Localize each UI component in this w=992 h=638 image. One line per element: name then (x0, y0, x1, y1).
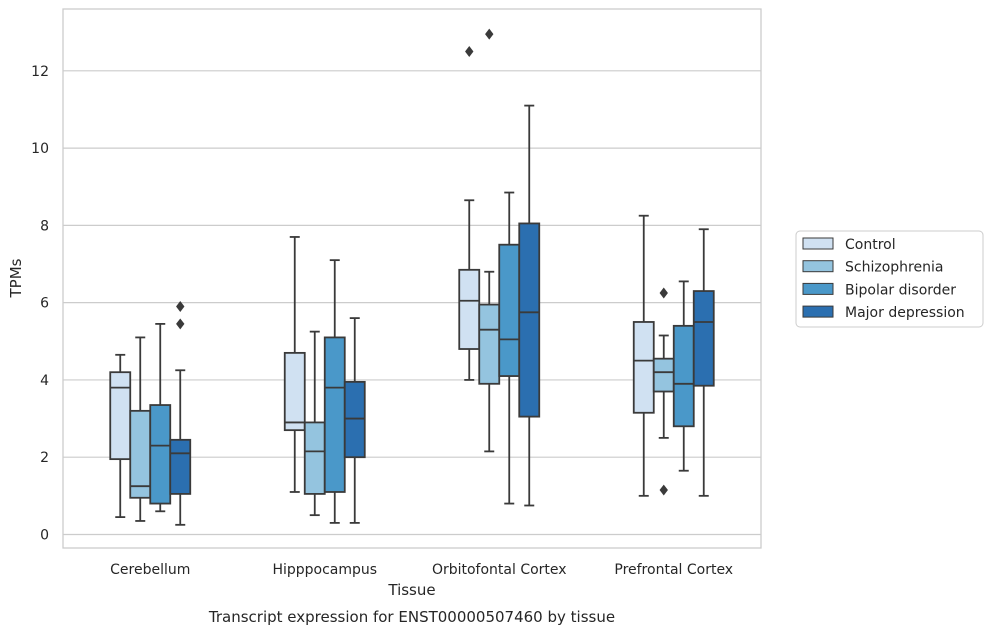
box-iqr (343, 380, 366, 459)
legend-swatch (802, 305, 834, 318)
box (149, 322, 172, 513)
box-iqr (672, 324, 695, 428)
legend-label: Schizophrenia (845, 260, 943, 276)
box-iqr (169, 438, 192, 495)
outlier-point (485, 28, 494, 40)
legend-item: Schizophrenia (802, 260, 943, 276)
y-tick-label: 6 (40, 296, 49, 312)
outlier-point (176, 318, 185, 330)
box (343, 317, 366, 524)
legend-label: Bipolar disorder (845, 282, 956, 298)
box-iqr (458, 268, 481, 350)
y-tick-label: 8 (40, 218, 49, 234)
legend-item: Bipolar disorder (802, 282, 956, 298)
box (323, 259, 346, 524)
box-iqr (283, 351, 306, 432)
legend: Control Schizophrenia Bipolar disorder Majo… (795, 230, 984, 328)
box (652, 287, 675, 496)
legend-item: Major depression (802, 305, 965, 321)
outlier-point (465, 46, 474, 57)
x-tick-label: Hipppocampus (272, 562, 377, 578)
box-iqr (632, 321, 655, 414)
box (283, 236, 306, 493)
box (478, 28, 501, 453)
legend-swatch (802, 237, 834, 250)
x-tick-label: Orbitofontal Cortex (432, 562, 567, 578)
y-axis-label: TPMs (7, 258, 25, 298)
box-iqr (323, 336, 346, 493)
legend-swatch (802, 282, 834, 295)
outlier-point (659, 287, 668, 299)
box (632, 214, 655, 497)
legend-label: Major depression (845, 305, 965, 321)
box-iqr (478, 303, 501, 385)
y-tick-label: 4 (40, 373, 49, 389)
y-tick-label: 12 (31, 64, 49, 80)
y-tick-labels: 0 2 4 6 8 10 12 (31, 64, 49, 544)
box (169, 301, 192, 526)
box (303, 330, 326, 517)
y-tick-label: 10 (31, 141, 49, 157)
box-iqr (303, 421, 326, 495)
legend-label: Control (845, 237, 896, 253)
legend-item: Control (802, 237, 896, 253)
box (518, 104, 541, 507)
box-iqr (129, 409, 152, 499)
x-tick-label: Cerebellum (110, 562, 190, 578)
legend-swatch (802, 260, 834, 273)
outlier-point (176, 301, 185, 312)
box-iqr (692, 290, 715, 387)
box-iqr (149, 404, 172, 505)
outlier-point (659, 484, 668, 496)
chart-caption: Transcript expression for ENST0000050746… (208, 608, 615, 626)
box (129, 336, 152, 522)
x-axis-label: Tissue (387, 581, 435, 599)
y-tick-label: 2 (40, 450, 49, 466)
x-tick-labels: Cerebellum Hipppocampus Orbitofontal Corte… (110, 562, 733, 578)
box-iqr (109, 371, 132, 461)
box (109, 353, 132, 518)
box-iqr (652, 357, 675, 393)
y-tick-label: 0 (40, 527, 49, 543)
box-iqr (498, 243, 521, 377)
legend-frame (795, 230, 984, 328)
box (498, 191, 521, 505)
box (692, 228, 715, 497)
box-groups (109, 28, 715, 526)
plot-area-frame (62, 8, 762, 549)
box (458, 46, 481, 381)
box-iqr (518, 222, 541, 418)
box (672, 280, 695, 472)
x-tick-label: Prefrontal Cortex (614, 562, 733, 578)
